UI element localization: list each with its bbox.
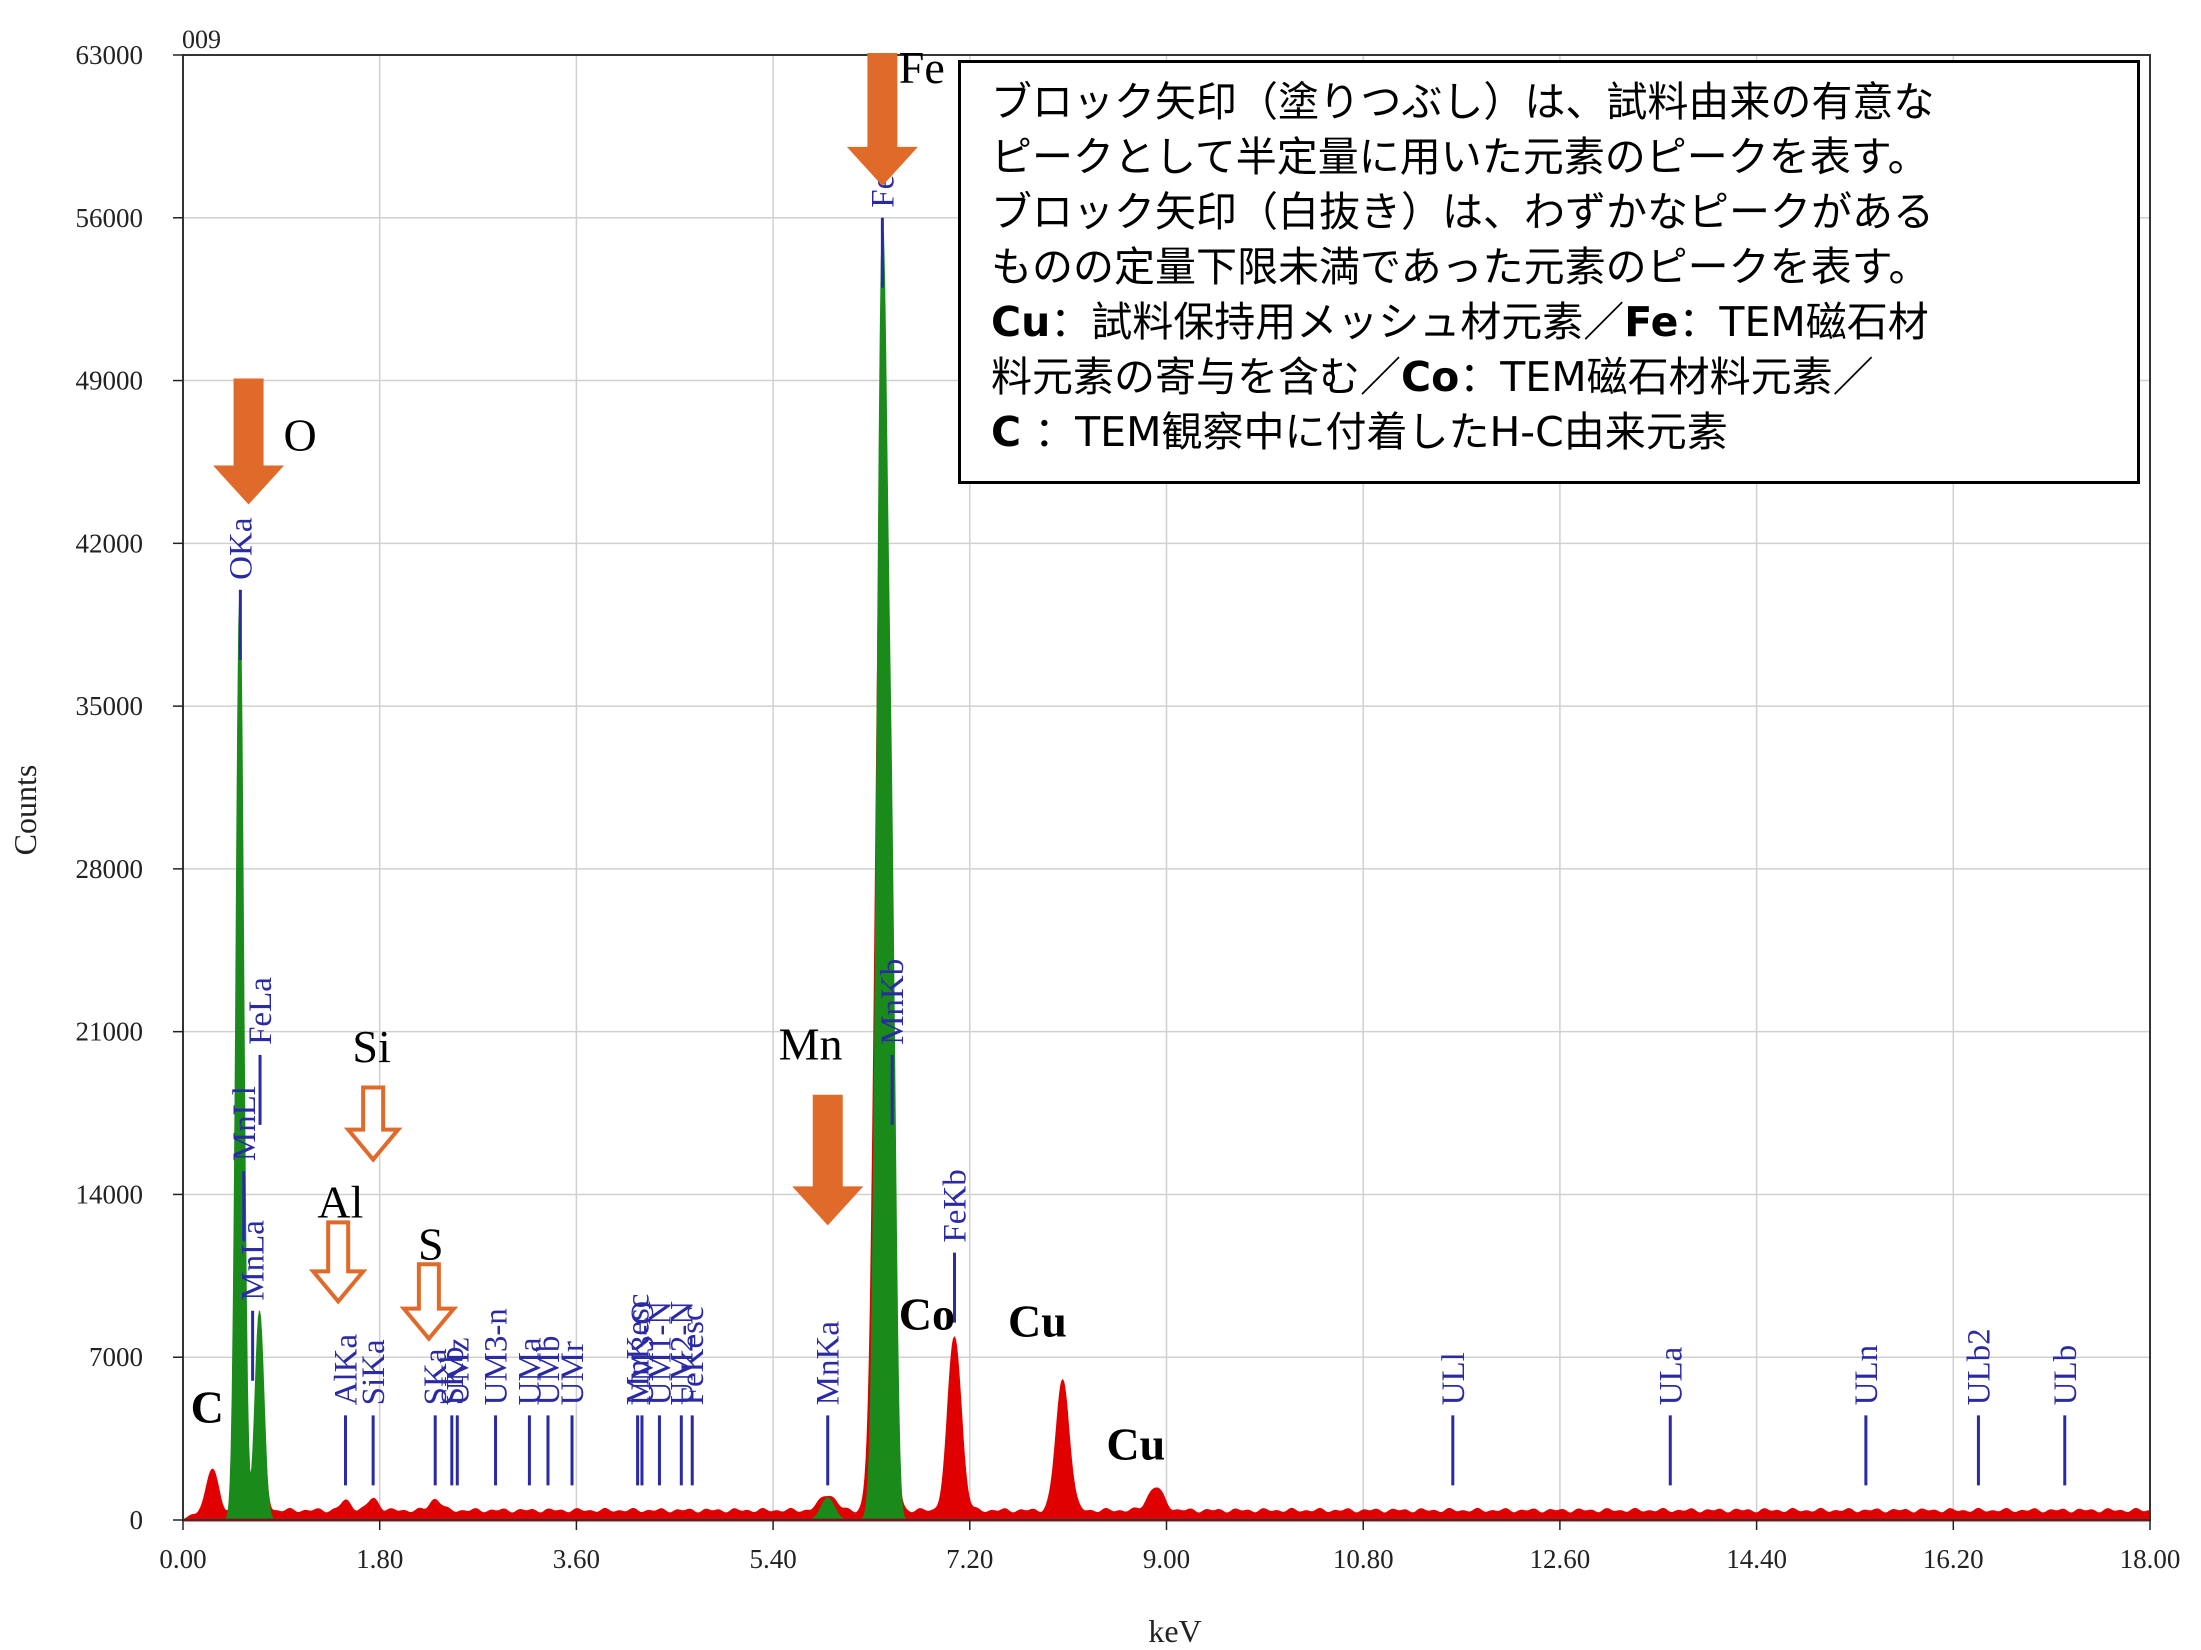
element-labels: Fe O Si Al S Mn C Co Cu Cu: [191, 42, 1166, 1470]
y-axis-label: Counts: [7, 765, 43, 856]
arrow-Al-hollow: [308, 1220, 368, 1305]
note-line-6: 料元素の寄与を含む／Co：TEM磁石材料元素／: [991, 350, 2107, 405]
arrow-Fe-filled: [846, 53, 918, 186]
line-marker-label: ULa: [1653, 1346, 1689, 1405]
line-marker-label: SKa: [418, 1348, 454, 1405]
element-arrows: [213, 53, 918, 1342]
x-tick-label: 18.00: [2120, 1544, 2181, 1574]
line-marker-label: ULb: [2048, 1345, 2084, 1406]
y-tick-label: 63000: [76, 40, 144, 70]
arrow-Si-hollow: [343, 1085, 403, 1163]
arrow-Mn-filled: [792, 1094, 864, 1226]
y-tick-label: 21000: [76, 1017, 144, 1047]
note-co-desc: ：TEM磁石材料元素／: [1459, 353, 1874, 401]
line-marker-label: ULb2: [1961, 1328, 1997, 1405]
element-label-Al: Al: [317, 1177, 363, 1228]
line-marker-label: UMz: [440, 1338, 476, 1406]
note-line-7: C ：TEM観察中に付着したH-C由来元素: [991, 405, 2107, 460]
y-tick-label: 28000: [76, 854, 144, 884]
line-marker-label: UMa: [512, 1337, 548, 1405]
x-tick-label: 7.20: [946, 1544, 993, 1574]
note-co: Co: [1401, 353, 1460, 401]
note-fe-desc: ：TEM磁石材: [1678, 298, 1929, 346]
x-axis-label: keV: [1148, 1613, 1201, 1649]
element-label-Si: Si: [352, 1021, 390, 1072]
note-line-3: ブロック矢印（白抜き）は、わずかなピークがある: [991, 188, 1934, 236]
x-tick-label: 3.60: [553, 1544, 600, 1574]
element-label-C: C: [191, 1381, 224, 1432]
line-marker-label: MnKesc: [621, 1294, 657, 1406]
line-marker-label: UM3-n: [479, 1308, 515, 1405]
line-marker-label: AlKa: [328, 1334, 364, 1406]
line-marker-label: SiKa: [356, 1339, 392, 1405]
element-label-S: S: [418, 1219, 444, 1270]
line-marker-label: MnLa: [236, 1220, 272, 1301]
note-line-5: Cu：試料保持用メッシュ材元素／Fe：TEM磁石材: [991, 295, 2107, 350]
line-marker-label: FeKb: [938, 1169, 974, 1242]
line-marker-label: FeLa: [243, 977, 279, 1045]
measured-spectrum: [182, 396, 2151, 1521]
line-marker-label: SKb: [435, 1347, 471, 1406]
line-marker-label: MnLl: [227, 1086, 263, 1161]
x-tick-label: 12.60: [1530, 1544, 1591, 1574]
y-tick-label: 42000: [76, 528, 144, 558]
x-tick-label: 9.00: [1143, 1544, 1190, 1574]
line-marker-label: ULn: [1849, 1345, 1885, 1406]
line-marker-label: UM2-N: [664, 1301, 700, 1406]
note-cu: Cu: [991, 298, 1051, 346]
note-line-6a: 料元素の寄与を含む／: [991, 353, 1401, 401]
element-label-Mn: Mn: [779, 1019, 843, 1070]
x-tick-label: 14.40: [1726, 1544, 1787, 1574]
y-tick-label: 0: [130, 1505, 144, 1535]
note-c-desc: ：TEM観察中に付着したH-C由来元素: [1021, 408, 1728, 456]
note-line-2: ピークとして半定量に用いた元素のピークを表す。: [991, 133, 1929, 181]
x-tick-label: 1.80: [356, 1544, 403, 1574]
element-label-Fe: Fe: [899, 42, 945, 93]
line-marker-label: ULl: [1436, 1352, 1472, 1405]
line-marker-label: UM3-O: [625, 1301, 661, 1406]
arrow-S-hollow: [399, 1262, 459, 1342]
note-line-4: ものの定量下限未満であった元素のピークを表す。: [991, 243, 1930, 291]
y-tick-label: 7000: [89, 1342, 143, 1372]
x-tick-label: 0.00: [159, 1544, 206, 1574]
note-line-1: ブロック矢印（塗りつぶし）は、試料由来の有意な: [991, 78, 1935, 126]
element-label-Co: Co: [899, 1288, 955, 1339]
axis-ticks: 0.00 1.80 3.60 5.40 7.20 9.00 10.80 12.60 14.40 1…: [76, 40, 2181, 1574]
x-tick-label: 16.20: [1923, 1544, 1984, 1574]
note-cu-desc: ：試料保持用メッシュ材元素／: [1050, 298, 1625, 346]
element-label-O: O: [284, 409, 317, 460]
element-label-Cu: Cu: [1106, 1419, 1165, 1470]
line-marker-label: FeKesc: [675, 1306, 711, 1405]
x-tick-label: 5.40: [749, 1544, 796, 1574]
arrow-O-filled: [213, 378, 285, 505]
line-marker-label: UM1-N: [642, 1301, 678, 1406]
element-label-Cu: Cu: [1008, 1295, 1067, 1346]
note-c: C: [991, 408, 1022, 456]
x-tick-label: 10.80: [1333, 1544, 1394, 1574]
y-tick-label: 49000: [76, 366, 144, 396]
line-marker-label: MnKa: [811, 1321, 847, 1406]
line-marker-label: MnKb: [875, 959, 911, 1045]
y-tick-label: 35000: [76, 691, 144, 721]
note-fe: Fe: [1624, 298, 1679, 346]
y-tick-label: 14000: [76, 1179, 144, 1209]
legend-note: ブロック矢印（塗りつぶし）は、試料由来の有意な ピークとして半定量に用いた元素の…: [958, 60, 2140, 484]
line-marker-label: OKa: [223, 517, 259, 580]
line-marker-label: UMr: [555, 1341, 591, 1405]
y-tick-label: 56000: [76, 203, 144, 233]
line-marker-label: UMb: [531, 1336, 567, 1406]
panel-id: 009: [182, 25, 221, 54]
